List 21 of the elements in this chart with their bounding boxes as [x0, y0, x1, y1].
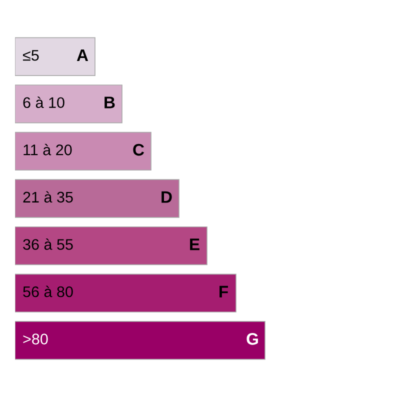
y-tick-label: >80 [23, 334, 48, 344]
bar [15, 37, 96, 76]
annotation: G [246, 333, 258, 345]
y-tick-label: 56 à 80 [23, 286, 73, 298]
y-tick-label: 21 à 35 [23, 191, 73, 203]
bar [15, 274, 236, 312]
y-tick-label: ≤5 [22, 50, 39, 61]
bar [15, 321, 266, 360]
annotation: D [162, 191, 172, 203]
bar [15, 132, 152, 171]
bar [15, 84, 122, 124]
annotation: A [76, 49, 88, 61]
y-tick-label: 36 à 55 [23, 238, 73, 250]
bar [15, 179, 180, 218]
y-tick-label: 11 à 20 [24, 144, 72, 156]
annotation: B [104, 96, 115, 108]
y-tick-label: 6 à 10 [23, 96, 64, 108]
annotation: F [220, 286, 228, 298]
annotation: E [190, 238, 200, 250]
annotation: C [133, 144, 144, 156]
bar [15, 226, 208, 266]
